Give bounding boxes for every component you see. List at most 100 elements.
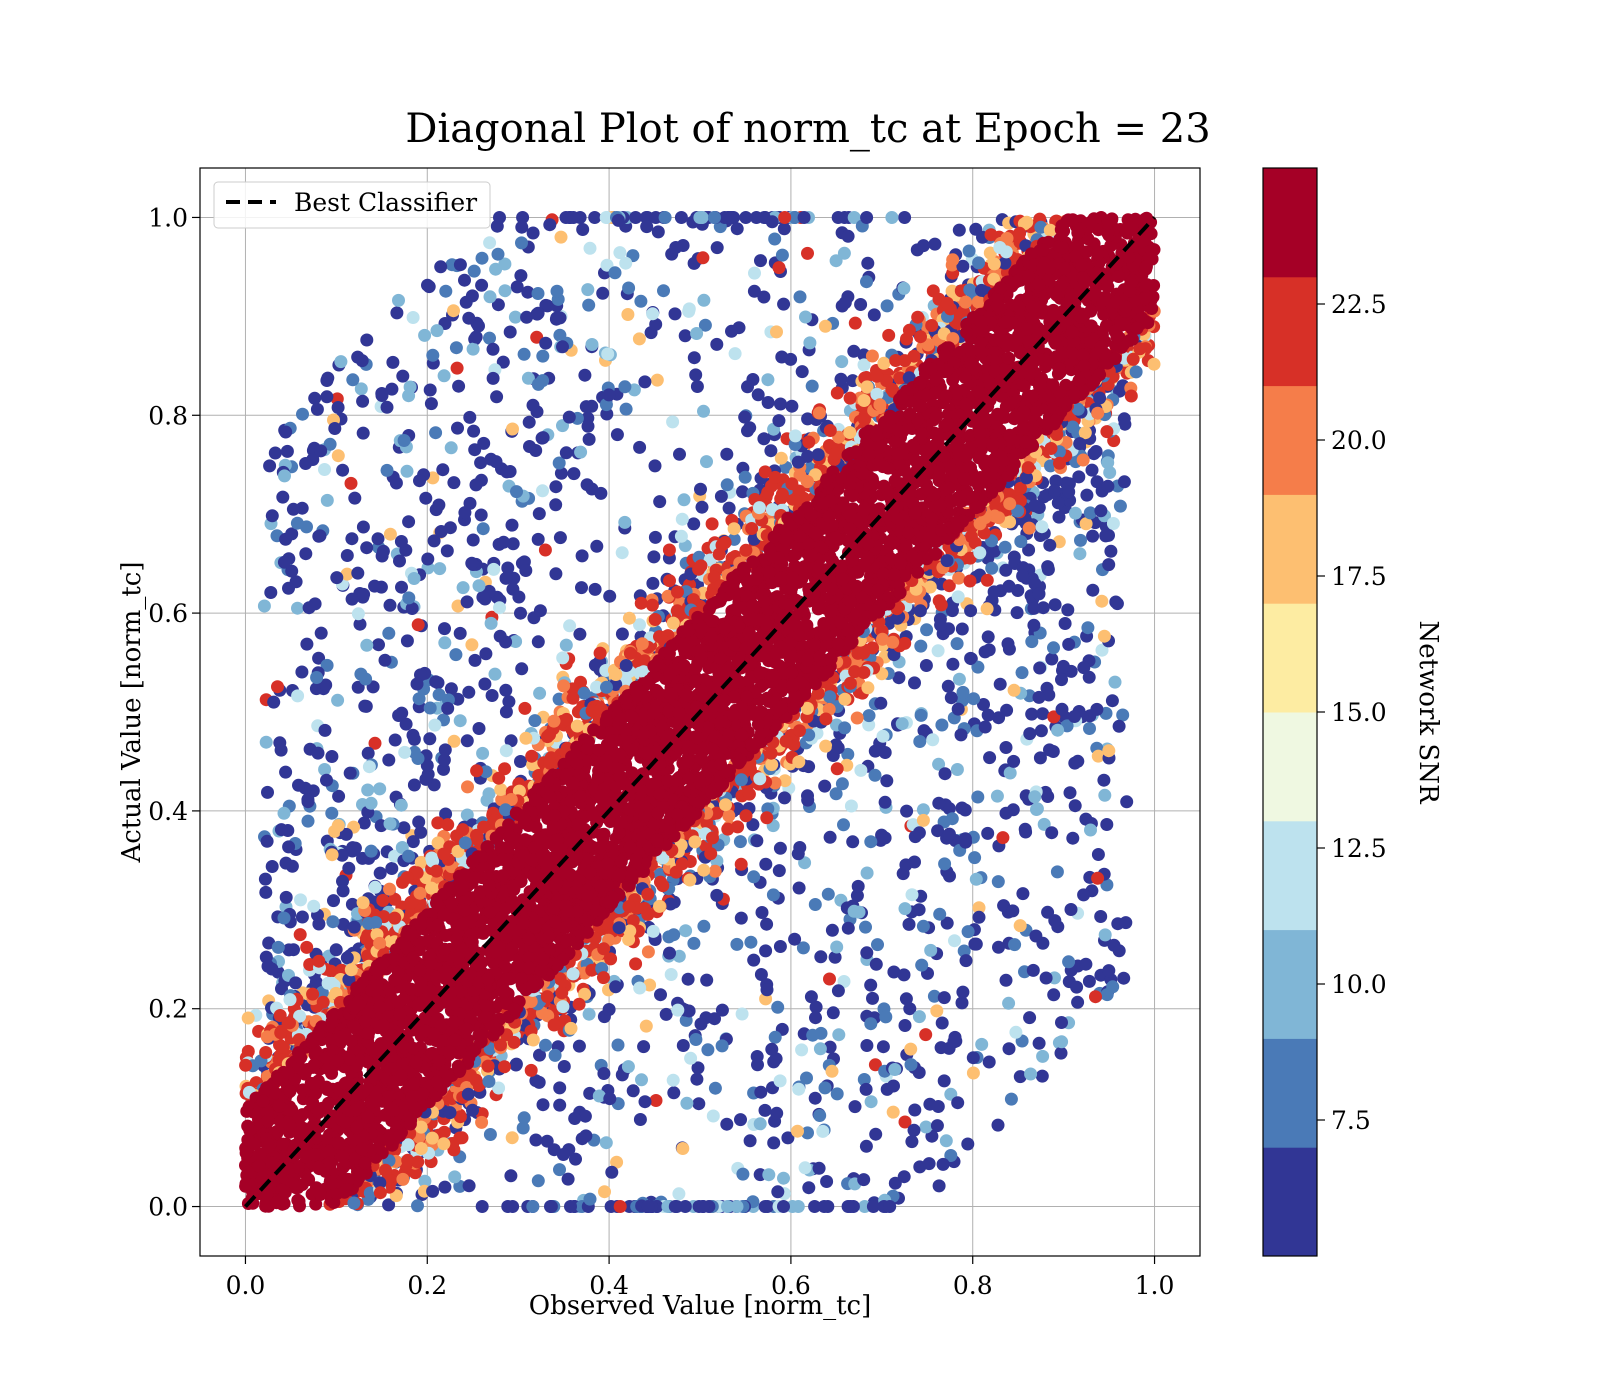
scatter-point — [414, 825, 428, 839]
scatter-point — [1076, 453, 1090, 467]
scatter-point — [1030, 803, 1043, 816]
scatter-point — [887, 1079, 900, 1093]
scatter-point — [444, 441, 458, 455]
scatter-point — [999, 245, 1013, 259]
scatter-point — [785, 399, 799, 413]
scatter-point — [1032, 690, 1046, 704]
scatter-point — [937, 1074, 951, 1088]
scatter-point — [277, 555, 291, 569]
scatter-point — [1073, 547, 1087, 561]
scatter-point — [697, 863, 711, 877]
scatter-point — [383, 882, 396, 896]
scatter-point — [864, 835, 878, 849]
scatter-point — [837, 818, 850, 832]
scatter-point — [351, 680, 365, 694]
scatter-point — [439, 284, 453, 298]
scatter-point — [987, 585, 1001, 599]
scatter-point — [1082, 670, 1096, 684]
scatter-point — [1062, 955, 1076, 969]
scatter-point — [490, 390, 504, 404]
scatter-point — [420, 759, 434, 772]
scatter-point — [728, 347, 742, 361]
scatter-point — [1035, 520, 1049, 534]
scatter-point — [327, 894, 340, 908]
scatter-point — [258, 872, 272, 886]
scatter-point — [843, 391, 857, 405]
scatter-point — [945, 604, 959, 618]
scatter-point — [277, 911, 291, 925]
scatter-point — [312, 529, 326, 543]
scatter-point — [816, 1124, 830, 1138]
scatter-point — [814, 950, 828, 964]
scatter-point — [599, 211, 613, 224]
scatter-point — [653, 495, 667, 509]
scatter-point — [971, 295, 985, 309]
scatter-point — [942, 827, 956, 841]
scatter-point — [1004, 1092, 1018, 1106]
scatter-point — [578, 368, 592, 382]
scatter-point — [712, 547, 726, 561]
scatter-point — [684, 1051, 698, 1065]
scatter-point — [382, 626, 396, 640]
scatter-point — [1089, 990, 1102, 1004]
scatter-point — [574, 445, 588, 459]
scatter-point — [755, 906, 769, 919]
scatter-point — [857, 1073, 871, 1086]
scatter-point — [637, 1040, 651, 1054]
scatter-point — [563, 619, 577, 633]
scatter-point — [1091, 406, 1105, 420]
scatter-point — [687, 517, 701, 531]
scatter-point — [1068, 506, 1082, 520]
scatter-point — [356, 851, 369, 865]
scatter-point — [429, 675, 443, 689]
scatter-point — [880, 299, 894, 313]
scatter-point — [407, 572, 421, 585]
scatter-point — [550, 284, 564, 298]
scatter-point — [348, 491, 362, 505]
scatter-point — [1052, 510, 1066, 524]
scatter-point — [961, 1137, 975, 1151]
scatter-point — [569, 1152, 582, 1166]
scatter-point — [1077, 661, 1091, 675]
scatter-point — [826, 1006, 840, 1020]
scatter-point — [821, 887, 835, 901]
scatter-point — [320, 374, 334, 387]
scatter-point — [968, 851, 982, 865]
scatter-point — [969, 937, 983, 951]
scatter-point — [361, 916, 375, 930]
scatter-point — [397, 821, 411, 835]
scatter-point — [809, 1000, 823, 1014]
scatter-point — [361, 746, 375, 760]
scatter-point — [413, 886, 427, 900]
scatter-point — [462, 311, 476, 325]
scatter-point — [972, 910, 986, 924]
scatter-point — [1089, 445, 1103, 458]
scatter-point — [622, 900, 636, 913]
scatter-point — [860, 946, 874, 960]
scatter-point — [734, 911, 748, 925]
scatter-point — [259, 1046, 273, 1059]
scatter-point — [516, 1121, 530, 1135]
scatter-point — [981, 630, 995, 644]
scatter-point — [407, 778, 421, 792]
scatter-point — [462, 685, 476, 699]
scatter-point — [796, 941, 810, 955]
scatter-point — [449, 648, 463, 662]
scatter-point — [846, 835, 860, 849]
scatter-point — [641, 945, 655, 959]
scatter-point — [382, 753, 396, 767]
scatter-point — [356, 394, 370, 408]
scatter-point — [708, 1081, 722, 1095]
scatter-point — [402, 515, 416, 529]
scatter-point — [504, 734, 518, 748]
scatter-point — [966, 1051, 980, 1065]
scatter-point — [564, 1021, 578, 1035]
scatter-point — [900, 804, 914, 818]
scatter-point — [553, 1163, 566, 1177]
scatter-point — [424, 397, 438, 411]
scatter-point — [1037, 817, 1051, 831]
scatter-point — [476, 746, 490, 760]
scatter-point — [300, 940, 314, 954]
scatter-point — [983, 751, 997, 765]
scatter-point — [1116, 708, 1130, 722]
